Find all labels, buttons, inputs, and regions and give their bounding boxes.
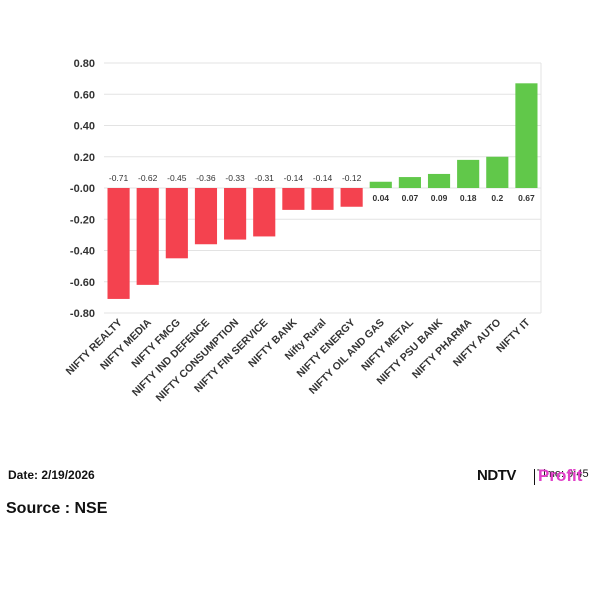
data-label: -0.31 [255,173,275,183]
data-label: -0.12 [342,173,362,183]
bar [340,188,363,207]
y-tick-label: -0.20 [70,214,95,226]
data-label: -0.14 [284,173,304,183]
bar [194,188,218,245]
bar [486,156,509,188]
bar [398,177,421,188]
bar [136,188,159,285]
bar [427,173,451,188]
data-label: -0.36 [196,173,216,183]
profit-wordmark: Profit [538,466,583,485]
data-label: 0.07 [402,193,419,203]
bar [457,159,480,188]
data-label: 0.2 [491,193,503,203]
bar [282,188,305,210]
data-label: -0.33 [225,173,245,183]
bar [369,181,392,188]
bar [107,188,130,299]
time-label: Time: 9:45 [537,468,589,480]
bar-chart: 0.80 0.60 0.40 0.20 -0.00 -0.20 -0.40 -0.60 -0.8… [64,58,542,404]
y-tick-label: 0.80 [74,58,95,70]
date-label: Date: 2/19/2026 [8,468,95,482]
y-tick-label: 0.40 [74,121,95,133]
y-tick-label: -0.80 [70,308,95,320]
y-tick-label: 0.20 [74,152,95,164]
ndtv-wordmark: NDTV [477,467,516,484]
ndtv-profit-logo: NDTV Time: 9:45 Profit [477,466,597,488]
y-tick-label: -0.40 [70,246,95,258]
y-tick-label: -0.00 [70,183,95,195]
bar [515,83,538,188]
bar [165,188,188,259]
bar [253,188,276,237]
data-label: -0.45 [167,173,187,183]
data-label: 0.18 [460,193,477,203]
data-label: 0.04 [372,193,389,203]
y-tick-label: -0.60 [70,277,95,289]
logo-divider [534,469,535,485]
bar [311,188,334,210]
source-label: Source : NSE [6,500,108,517]
data-label: -0.14 [313,173,333,183]
data-label: 0.67 [518,193,535,203]
bar [224,188,247,240]
y-tick-label: 0.60 [74,89,95,101]
data-label: 0.09 [431,193,448,203]
data-label: -0.62 [138,173,158,183]
data-label: -0.71 [109,173,129,183]
